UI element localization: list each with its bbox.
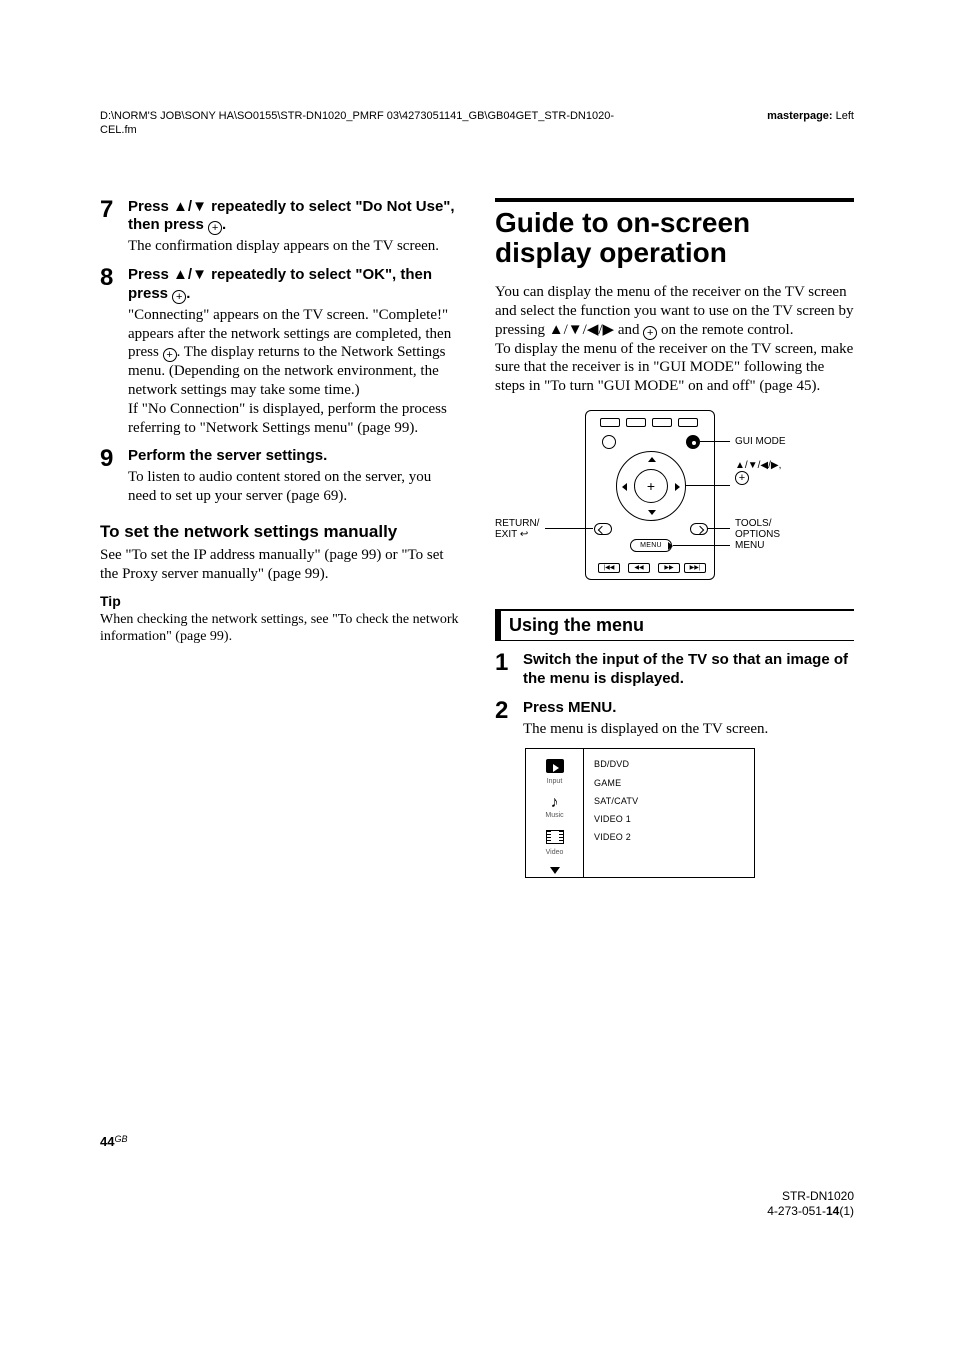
- enter-icon: +: [172, 290, 186, 304]
- menu-item: VIDEO 1: [594, 814, 638, 825]
- section-heading: Using the menu: [495, 609, 854, 642]
- step-description: "Connecting" appears on the TV screen. "…: [128, 306, 459, 438]
- leader-line: [700, 441, 730, 442]
- dpad-up-icon: [648, 457, 656, 462]
- remote-small-button: [602, 435, 616, 449]
- step-heading: Perform the server settings.: [128, 447, 459, 466]
- label-tools-options: TOOLS/OPTIONS: [735, 518, 780, 541]
- down-arrow-icon: ▼: [192, 198, 207, 215]
- footer-model: STR-DN1020: [767, 1189, 854, 1205]
- tip-label: Tip: [100, 593, 459, 611]
- label-menu: MENU: [735, 540, 764, 552]
- right-arrow-icon: ▶: [603, 322, 615, 338]
- label-return-exit: RETURN/EXIT ↩: [495, 518, 539, 541]
- sub-body: See "To set the IP address manually" (pa…: [100, 546, 459, 584]
- remote-top-button: [626, 418, 646, 427]
- menu-screenshot: Input ♪ Music Video BD/DVD GAME SAT/C: [525, 748, 755, 878]
- return-button-icon: [594, 523, 612, 535]
- enter-button-icon: +: [634, 469, 668, 503]
- menu-button-icon: MENU: [630, 539, 672, 552]
- down-arrow-icon: ▼: [568, 322, 583, 338]
- dpad-left-icon: [622, 483, 627, 491]
- step-heading: Press ▲/▼ repeatedly to select "OK", the…: [128, 266, 459, 304]
- section-bar-wrap: Using the menu: [495, 609, 854, 642]
- remote-top-button: [600, 418, 620, 427]
- left-arrow-icon: ◀: [587, 322, 599, 338]
- step-number: 1: [495, 651, 523, 675]
- file-path: D:\NORM'S JOB\SONY HA\SO0155\STR-DN1020_…: [100, 110, 620, 138]
- music-icon: ♪: [546, 796, 564, 810]
- leader-line: [685, 485, 730, 486]
- step-2: 2 Press MENU. The menu is displayed on t…: [495, 699, 854, 739]
- step-description: The confirmation display appears on the …: [128, 237, 459, 256]
- enter-icon: +: [735, 471, 749, 485]
- intro-paragraph-1: You can display the menu of the receiver…: [495, 283, 854, 340]
- more-below-icon: [550, 867, 560, 874]
- label-gui-mode: GUI MODE: [735, 436, 786, 448]
- remote-diagram: + MENU |◀◀ ◀◀ ▶▶ ▶▶| RETURN/EXIT ↩ GUI M…: [495, 410, 854, 585]
- step-8: 8 Press ▲/▼ repeatedly to select "OK", t…: [100, 266, 459, 437]
- left-column: 7 Press ▲/▼ repeatedly to select "Do Not…: [100, 198, 459, 879]
- dpad-icon: +: [616, 451, 686, 521]
- right-column: Guide to on-screen display operation You…: [495, 198, 854, 879]
- up-arrow-icon: ▲: [549, 322, 564, 338]
- menu-item: GAME: [594, 778, 638, 789]
- input-icon: [546, 759, 564, 773]
- tip-body: When checking the network settings, see …: [100, 611, 459, 646]
- menu-left-pane: Input ♪ Music Video: [526, 749, 584, 877]
- remote-outline: + MENU |◀◀ ◀◀ ▶▶ ▶▶|: [585, 410, 715, 580]
- video-icon: [546, 830, 564, 844]
- step-description: The menu is displayed on the TV screen.: [523, 720, 854, 739]
- tools-button-icon: [690, 523, 708, 535]
- step-number: 8: [100, 266, 128, 290]
- menu-item: SAT/CATV: [594, 796, 638, 807]
- header-meta: D:\NORM'S JOB\SONY HA\SO0155\STR-DN1020_…: [100, 110, 854, 138]
- menu-category-input: Input: [526, 759, 583, 786]
- intro-paragraph-2: To display the menu of the receiver on t…: [495, 340, 854, 396]
- menu-right-pane: BD/DVD GAME SAT/CATV VIDEO 1 VIDEO 2: [584, 749, 648, 877]
- footer-doc-info: STR-DN1020 4-273-051-14(1): [767, 1189, 854, 1220]
- enter-icon: +: [163, 348, 177, 362]
- page-number: 44GB: [100, 1134, 127, 1150]
- label-arrows-enter: ▲/▼/◀/▶, +: [735, 460, 781, 486]
- step-1: 1 Switch the input of the TV so that an …: [495, 651, 854, 689]
- prev-track-icon: |◀◀: [598, 563, 620, 573]
- return-icon: ↩: [520, 529, 528, 540]
- menu-category-video: Video: [526, 830, 583, 857]
- rewind-icon: ◀◀: [628, 563, 650, 573]
- footer-docnum: 4-273-051-14(1): [767, 1204, 854, 1220]
- fast-forward-icon: ▶▶: [658, 563, 680, 573]
- step-heading: Switch the input of the TV so that an im…: [523, 651, 854, 689]
- step-heading: Press ▲/▼ repeatedly to select "Do Not U…: [128, 198, 459, 236]
- leader-line: [673, 545, 730, 546]
- dpad-right-icon: [675, 483, 680, 491]
- page-title: Guide to on-screen display operation: [495, 198, 854, 270]
- next-track-icon: ▶▶|: [684, 563, 706, 573]
- step-heading: Press MENU.: [523, 699, 854, 718]
- leader-line: [707, 528, 730, 529]
- step-number: 9: [100, 447, 128, 471]
- menu-category-music: ♪ Music: [526, 796, 583, 820]
- leader-line: [545, 528, 593, 529]
- gui-mode-button-icon: [686, 435, 700, 449]
- enter-icon: +: [643, 326, 657, 340]
- remote-top-button: [678, 418, 698, 427]
- remote-top-button: [652, 418, 672, 427]
- masterpage-label: masterpage: Left: [767, 110, 854, 138]
- step-9: 9 Perform the server settings. To listen…: [100, 447, 459, 505]
- up-arrow-icon: ▲: [173, 266, 188, 283]
- up-arrow-icon: ▲: [173, 198, 188, 215]
- menu-item: BD/DVD: [594, 759, 638, 770]
- menu-item: VIDEO 2: [594, 832, 638, 843]
- subheading-manual-network: To set the network settings manually: [100, 522, 459, 542]
- enter-icon: +: [208, 221, 222, 235]
- step-7: 7 Press ▲/▼ repeatedly to select "Do Not…: [100, 198, 459, 257]
- dpad-down-icon: [648, 510, 656, 515]
- down-arrow-icon: ▼: [192, 266, 207, 283]
- step-number: 2: [495, 699, 523, 723]
- step-number: 7: [100, 198, 128, 222]
- step-description: To listen to audio content stored on the…: [128, 468, 459, 506]
